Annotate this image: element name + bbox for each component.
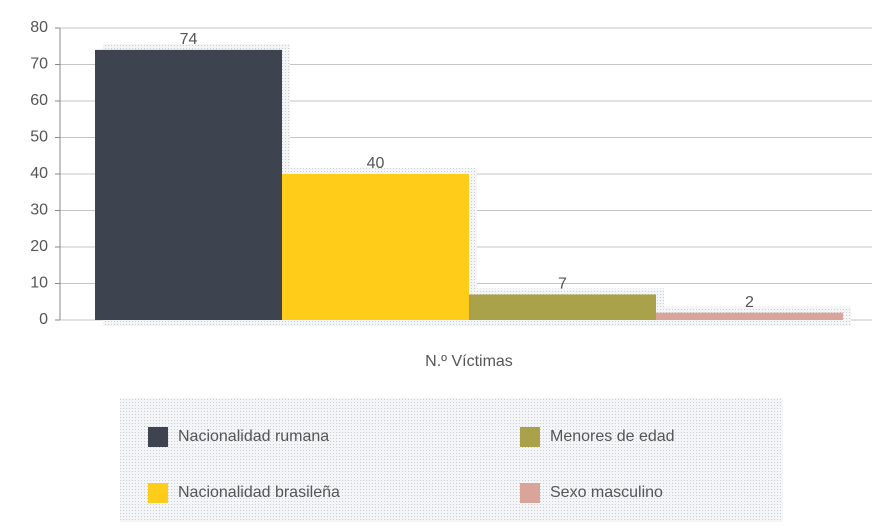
data-label: 2 [745, 294, 754, 311]
legend-label: Nacionalidad brasileña [178, 484, 340, 501]
y-tick-label: 80 [30, 19, 48, 36]
legend-label: Menores de edad [550, 428, 675, 445]
legend-swatch [148, 427, 168, 447]
bar [282, 174, 469, 320]
legend-swatch [520, 483, 540, 503]
y-tick-label: 30 [30, 202, 48, 219]
y-tick-label: 60 [30, 92, 48, 109]
x-tick-label: N.º Víctimas [425, 353, 513, 370]
bar [656, 312, 843, 320]
y-tick-label: 0 [39, 311, 48, 328]
data-label: 40 [367, 155, 385, 172]
y-tick-label: 10 [30, 275, 48, 292]
legend-label: Sexo masculino [550, 484, 663, 501]
data-label: 7 [558, 276, 567, 293]
y-tick-label: 50 [30, 129, 48, 146]
legend-swatch [148, 483, 168, 503]
y-tick-label: 40 [30, 165, 48, 182]
bar [469, 294, 656, 320]
y-tick-label: 20 [30, 238, 48, 255]
y-tick-label: 70 [30, 56, 48, 73]
bar [95, 49, 282, 321]
legend-label: Nacionalidad rumana [178, 428, 329, 445]
legend-box [120, 398, 783, 522]
legend-swatch [520, 427, 540, 447]
data-label: 74 [180, 31, 198, 48]
